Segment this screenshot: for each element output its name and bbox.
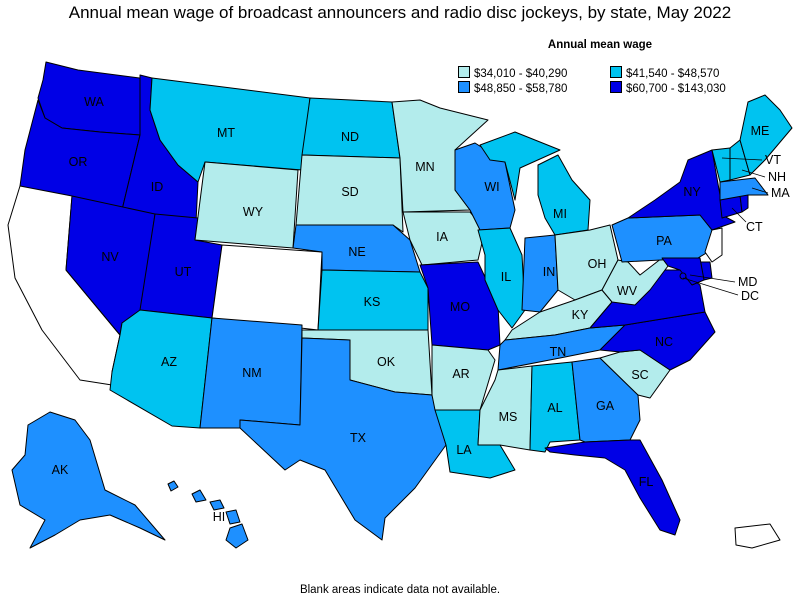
state-label-nh: NH	[768, 170, 786, 184]
state-label-tx: TX	[350, 431, 367, 445]
state-label-id: ID	[151, 180, 164, 194]
state-hi-2[interactable]	[191, 489, 207, 503]
state-label-ky: KY	[572, 308, 589, 322]
state-mi-lower[interactable]	[537, 154, 591, 236]
state-label-pa: PA	[656, 234, 672, 248]
state-sd[interactable]	[295, 154, 404, 233]
footnote: Blank areas indicate data not available.	[299, 584, 501, 596]
legend-item-2: $41,540 - $48,570	[610, 66, 719, 81]
state-label-ar: AR	[452, 367, 469, 381]
state-label-sd: SD	[341, 185, 358, 199]
state-label-mn: MN	[415, 160, 434, 174]
md-leader	[689, 274, 736, 283]
state-label-mt: MT	[217, 126, 235, 140]
state-label-vt: VT	[765, 153, 781, 167]
state-label-ga: GA	[596, 399, 615, 413]
state-mi[interactable]	[479, 131, 561, 201]
state-nj[interactable]	[704, 227, 723, 263]
state-ak[interactable]	[11, 411, 166, 549]
state-label-al: AL	[547, 401, 562, 415]
state-nd[interactable]	[301, 97, 401, 159]
legend-label-3: $48,850 - $58,780	[474, 83, 568, 95]
state-label-hi: HI	[213, 510, 226, 524]
state-ks[interactable]	[317, 269, 429, 331]
ct-leader	[731, 207, 747, 223]
state-label-la: LA	[456, 443, 472, 457]
state-az[interactable]	[109, 309, 213, 429]
state-label-wy: WY	[243, 205, 264, 219]
state-label-ks: KS	[364, 295, 381, 309]
state-label-nm: NM	[242, 366, 261, 380]
state-label-oh: OH	[588, 257, 607, 271]
state-label-ak: AK	[52, 463, 69, 477]
state-label-ia: IA	[436, 230, 448, 244]
state-hi-3[interactable]	[209, 499, 225, 511]
state-label-ms: MS	[499, 410, 518, 424]
map-title: Annual mean wage of broadcast announcers…	[68, 3, 732, 22]
state-label-ok: OK	[377, 355, 396, 369]
state-label-ut: UT	[175, 265, 192, 279]
state-pr[interactable]	[734, 523, 781, 549]
state-label-or: OR	[69, 155, 88, 169]
state-me[interactable]	[739, 94, 793, 176]
state-in[interactable]	[521, 234, 559, 313]
legend-title: Annual mean wage	[547, 39, 653, 51]
state-label-nc: NC	[655, 335, 673, 349]
state-label-wi: WI	[484, 180, 499, 194]
state-hi-4[interactable]	[225, 509, 241, 525]
state-label-tn: TN	[550, 345, 567, 359]
state-tx[interactable]	[239, 337, 447, 541]
state-label-ne: NE	[348, 245, 365, 259]
state-label-nd: ND	[341, 130, 359, 144]
state-ri[interactable]	[739, 194, 749, 213]
state-label-in: IN	[543, 265, 556, 279]
nh-leader	[741, 169, 766, 178]
state-fl[interactable]	[544, 439, 681, 536]
state-label-mi: MI	[553, 207, 567, 221]
vt-leader	[721, 157, 763, 161]
state-label-mo: MO	[450, 300, 470, 314]
state-label-md: MD	[738, 275, 757, 289]
legend-label-2: $41,540 - $48,570	[626, 68, 720, 80]
legend-item-1: $34,010 - $40,290	[458, 66, 567, 81]
legend-item-3: $48,850 - $58,780	[458, 81, 567, 96]
state-co[interactable]	[211, 244, 323, 331]
state-ma[interactable]	[719, 177, 769, 201]
state-hi-1[interactable]	[167, 480, 179, 492]
state-label-me: ME	[751, 124, 770, 138]
ma-leader	[751, 187, 769, 194]
legend-swatch-1	[458, 66, 470, 78]
dc-leader	[682, 277, 739, 296]
state-label-nv: NV	[101, 250, 119, 264]
state-label-il: IL	[501, 270, 511, 284]
state-label-sc: SC	[631, 368, 648, 382]
state-il[interactable]	[477, 227, 526, 329]
state-label-wa: WA	[84, 95, 104, 109]
state-label-ma: MA	[771, 186, 790, 200]
legend-item-4: $60,700 - $143,030	[610, 81, 726, 96]
state-md[interactable]	[661, 257, 705, 286]
legend-label-1: $34,010 - $40,290	[474, 68, 568, 80]
legend-swatch-4	[610, 81, 622, 93]
legend-swatch-2	[610, 66, 622, 78]
state-hi-5[interactable]	[225, 523, 249, 549]
state-label-ct: CT	[746, 220, 763, 234]
legend-swatch-3	[458, 81, 470, 93]
state-ia[interactable]	[402, 211, 486, 266]
state-label-wv: WV	[617, 284, 638, 298]
state-label-fl: FL	[639, 475, 654, 489]
state-mo[interactable]	[419, 261, 501, 351]
state-dc[interactable]	[679, 272, 687, 280]
state-label-dc: DC	[741, 289, 759, 303]
state-label-ny: NY	[683, 185, 701, 199]
state-label-az: AZ	[161, 355, 177, 369]
legend-label-4: $60,700 - $143,030	[626, 83, 726, 95]
